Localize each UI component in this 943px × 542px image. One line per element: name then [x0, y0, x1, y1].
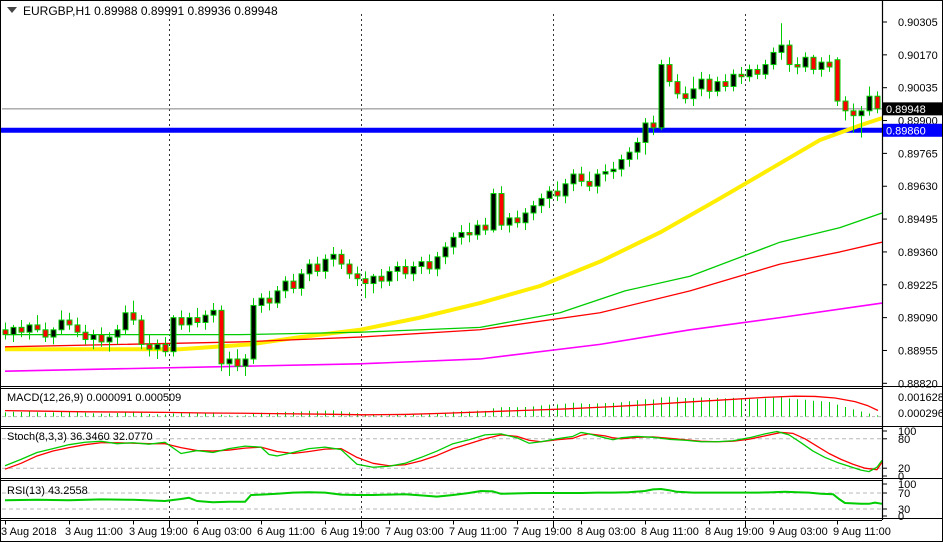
pane-borders	[0, 0, 943, 521]
ma-magenta	[4, 302, 883, 372]
macd-axis-label: 0.000296	[898, 408, 943, 420]
time-axis-label: 6 Aug 11:00	[257, 526, 315, 538]
day-separator-lines	[169, 14, 746, 519]
time-axis-label: 9 Aug 11:00	[833, 526, 891, 538]
time-axis-label: 9 Aug 03:00	[769, 526, 828, 538]
stoch-axis-label: 100	[898, 426, 916, 438]
price-axis[interactable]: 0.903050.901700.900350.899000.897650.896…	[882, 17, 943, 523]
time-axis-label: 3 Aug 2018	[1, 526, 57, 538]
price-axis-label: 0.89360	[898, 247, 938, 259]
time-axis-label: 6 Aug 19:00	[321, 526, 380, 538]
stochastic-pane	[2, 430, 883, 473]
macd-axis-label: 0.001628	[898, 392, 943, 404]
ma-yellow	[5, 116, 883, 352]
symbol-dropdown-triangle-icon	[7, 7, 17, 13]
rsi-axis-label: 100	[898, 479, 916, 491]
stoch-axis-label: 20	[898, 463, 910, 475]
time-axis-label: 6 Aug 03:00	[193, 526, 252, 538]
candles-layer	[2, 23, 881, 377]
ma-red	[4, 241, 883, 348]
ma-green	[5, 212, 883, 336]
stoch-axis-label: 80	[898, 434, 910, 446]
stoch-signal-line	[4, 431, 883, 471]
current-price-badge: 0.89948	[886, 104, 926, 116]
rsi-indicator-label: RSI(13) 43.2558	[7, 485, 88, 497]
time-axis-label: 3 Aug 19:00	[129, 526, 188, 538]
time-axis-label: 3 Aug 11:00	[65, 526, 123, 538]
price-axis-label: 0.90170	[898, 50, 938, 62]
rsi-line	[4, 488, 883, 505]
macd-indicator-label: MACD(12,26,9) 0.000091 0.000509	[7, 392, 181, 404]
time-axis-label: 7 Aug 19:00	[513, 526, 572, 538]
hline-price-badge-bg	[883, 123, 942, 137]
rsi-axis-label: 0	[898, 511, 904, 523]
price-axis-label: 0.90305	[898, 17, 938, 29]
price-axis-label: 0.89495	[898, 214, 938, 226]
time-axis[interactable]: 3 Aug 2018 3 Aug 11:00 3 Aug 19:00 6 Aug 03…	[1, 520, 891, 539]
price-axis-label: 0.89090	[898, 313, 938, 325]
main-price-pane	[0, 23, 883, 377]
price-axis-label: 0.90035	[898, 83, 938, 95]
current-price-badge-bg	[883, 102, 942, 116]
price-axis-label: 0.89225	[898, 280, 938, 292]
chart-ohlc-title: EURGBP,H1 0.89988 0.89991 0.89936 0.8994…	[23, 4, 278, 18]
time-axis-label: 8 Aug 03:00	[577, 526, 636, 538]
macd-signal-line	[4, 395, 879, 416]
chart-surface[interactable]	[1, 1, 881, 520]
macd-pane	[2, 395, 882, 418]
time-axis-label: 7 Aug 03:00	[385, 526, 444, 538]
rsi-axis-label: 30	[898, 504, 910, 516]
rsi-axis-label: 70	[898, 488, 910, 500]
stoch-axis-label: 0	[898, 471, 904, 483]
time-axis-label: 8 Aug 19:00	[705, 526, 764, 538]
price-axis-label: 0.89765	[898, 148, 938, 160]
time-axis-label: 8 Aug 11:00	[641, 526, 699, 538]
price-axis-label: 0.88955	[898, 345, 938, 357]
rsi-pane	[2, 488, 883, 510]
stoch-main-line	[4, 430, 883, 473]
hline-price-badge: 0.89860	[886, 125, 926, 137]
stoch-indicator-label: Stoch(8,3,3) 36.3460 32.0770	[7, 431, 153, 443]
price-axis-label: 0.88820	[898, 378, 938, 390]
time-axis-label: 7 Aug 11:00	[449, 526, 507, 538]
price-axis-label: 0.89630	[898, 181, 938, 193]
